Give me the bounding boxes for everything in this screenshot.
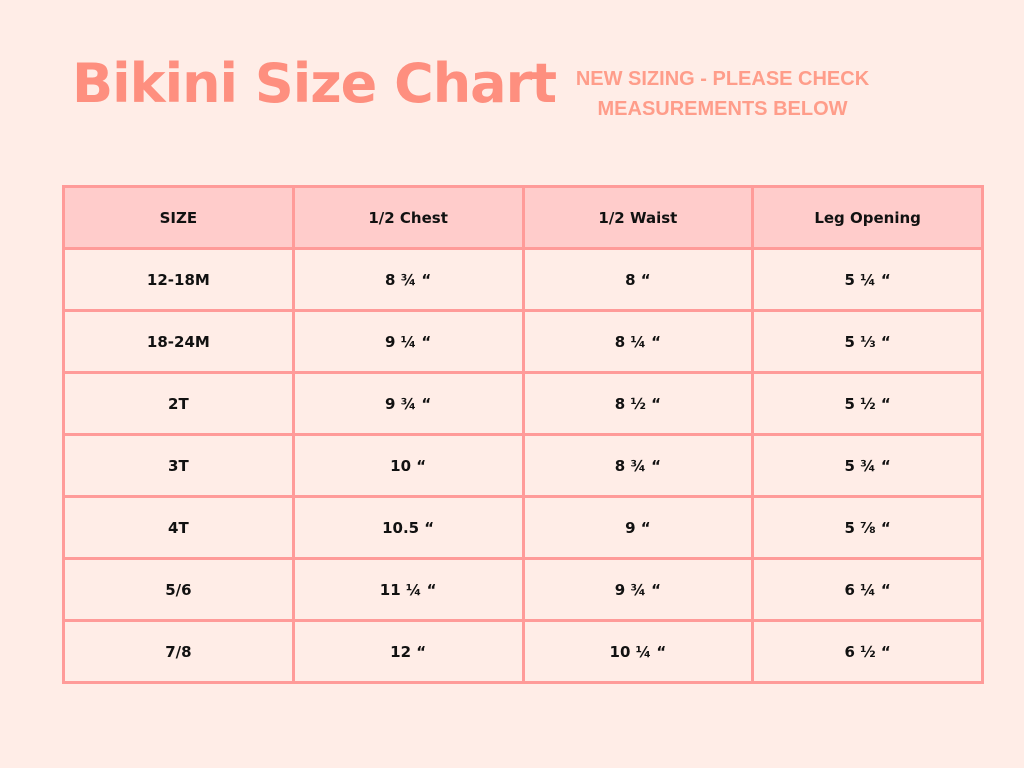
cell-waist: 8 ¼ “ — [521, 309, 755, 374]
cell-leg-opening: 6 ¼ “ — [751, 557, 984, 622]
cell-size: 3T — [62, 433, 295, 498]
table-row: 2T 9 ¾ “8 ½ “5 ½ “ — [62, 371, 984, 436]
cell-leg-opening: 6 ½ “ — [751, 619, 984, 684]
notice-line-1: NEW SIZING - PLEASE CHECK — [575, 68, 870, 90]
table-row: 3T 10 “8 ¾ “5 ¾ “ — [62, 433, 984, 498]
cell-leg-opening: 5 ¾ “ — [751, 433, 984, 498]
cell-waist: 8 ½ “ — [521, 371, 755, 436]
cell-size: 7/8 — [62, 619, 295, 684]
sizing-notice: NEW SIZING - PLEASE CHECK MEASUREMENTS B… — [540, 64, 905, 124]
cell-size: 4T — [62, 495, 295, 560]
cell-chest: 12 “ — [291, 619, 525, 684]
cell-chest: 9 ¼ “ — [291, 309, 525, 374]
cell-leg-opening: 5 ⅓ “ — [751, 309, 984, 374]
cell-size: 12-18M — [62, 247, 295, 312]
cell-leg-opening: 5 ⅞ “ — [751, 495, 984, 560]
cell-chest: 10 “ — [291, 433, 525, 498]
cell-size: 2T — [62, 371, 295, 436]
header-size: SIZE — [62, 185, 295, 250]
cell-size: 18-24M — [62, 309, 295, 374]
cell-waist: 9 ¾ “ — [521, 557, 755, 622]
cell-leg-opening: 5 ½ “ — [751, 371, 984, 436]
cell-waist: 8 “ — [521, 247, 755, 312]
table-row: 18-24M 9 ¼ “8 ¼ “5 ⅓ “ — [62, 309, 984, 374]
cell-chest: 8 ¾ “ — [291, 247, 525, 312]
cell-leg-opening: 5 ¼ “ — [751, 247, 984, 312]
header-chest: 1/2 Chest — [291, 185, 525, 250]
table-row: 7/8 12 “10 ¼ “6 ½ “ — [62, 619, 984, 684]
size-chart-table: SIZE 1/2 Chest 1/2 Waist Leg Opening 12-… — [62, 185, 984, 684]
page-title: Bikini Size Chart — [72, 52, 557, 115]
cell-waist: 9 “ — [521, 495, 755, 560]
table-row: 12-18M 8 ¾ “8 “5 ¼ “ — [62, 247, 984, 312]
cell-chest: 11 ¼ “ — [291, 557, 525, 622]
table-row: 5/6 11 ¼ “9 ¾ “6 ¼ “ — [62, 557, 984, 622]
cell-waist: 10 ¼ “ — [521, 619, 755, 684]
header-waist: 1/2 Waist — [521, 185, 755, 250]
cell-waist: 8 ¾ “ — [521, 433, 755, 498]
table-row: 4T 10.5 “9 “5 ⅞ “ — [62, 495, 984, 560]
notice-line-2: MEASUREMENTS BELOW — [597, 98, 848, 120]
cell-chest: 9 ¾ “ — [291, 371, 525, 436]
cell-size: 5/6 — [62, 557, 295, 622]
header-leg-opening: Leg Opening — [751, 185, 984, 250]
header-row: SIZE 1/2 Chest 1/2 Waist Leg Opening — [62, 185, 984, 250]
cell-chest: 10.5 “ — [291, 495, 525, 560]
